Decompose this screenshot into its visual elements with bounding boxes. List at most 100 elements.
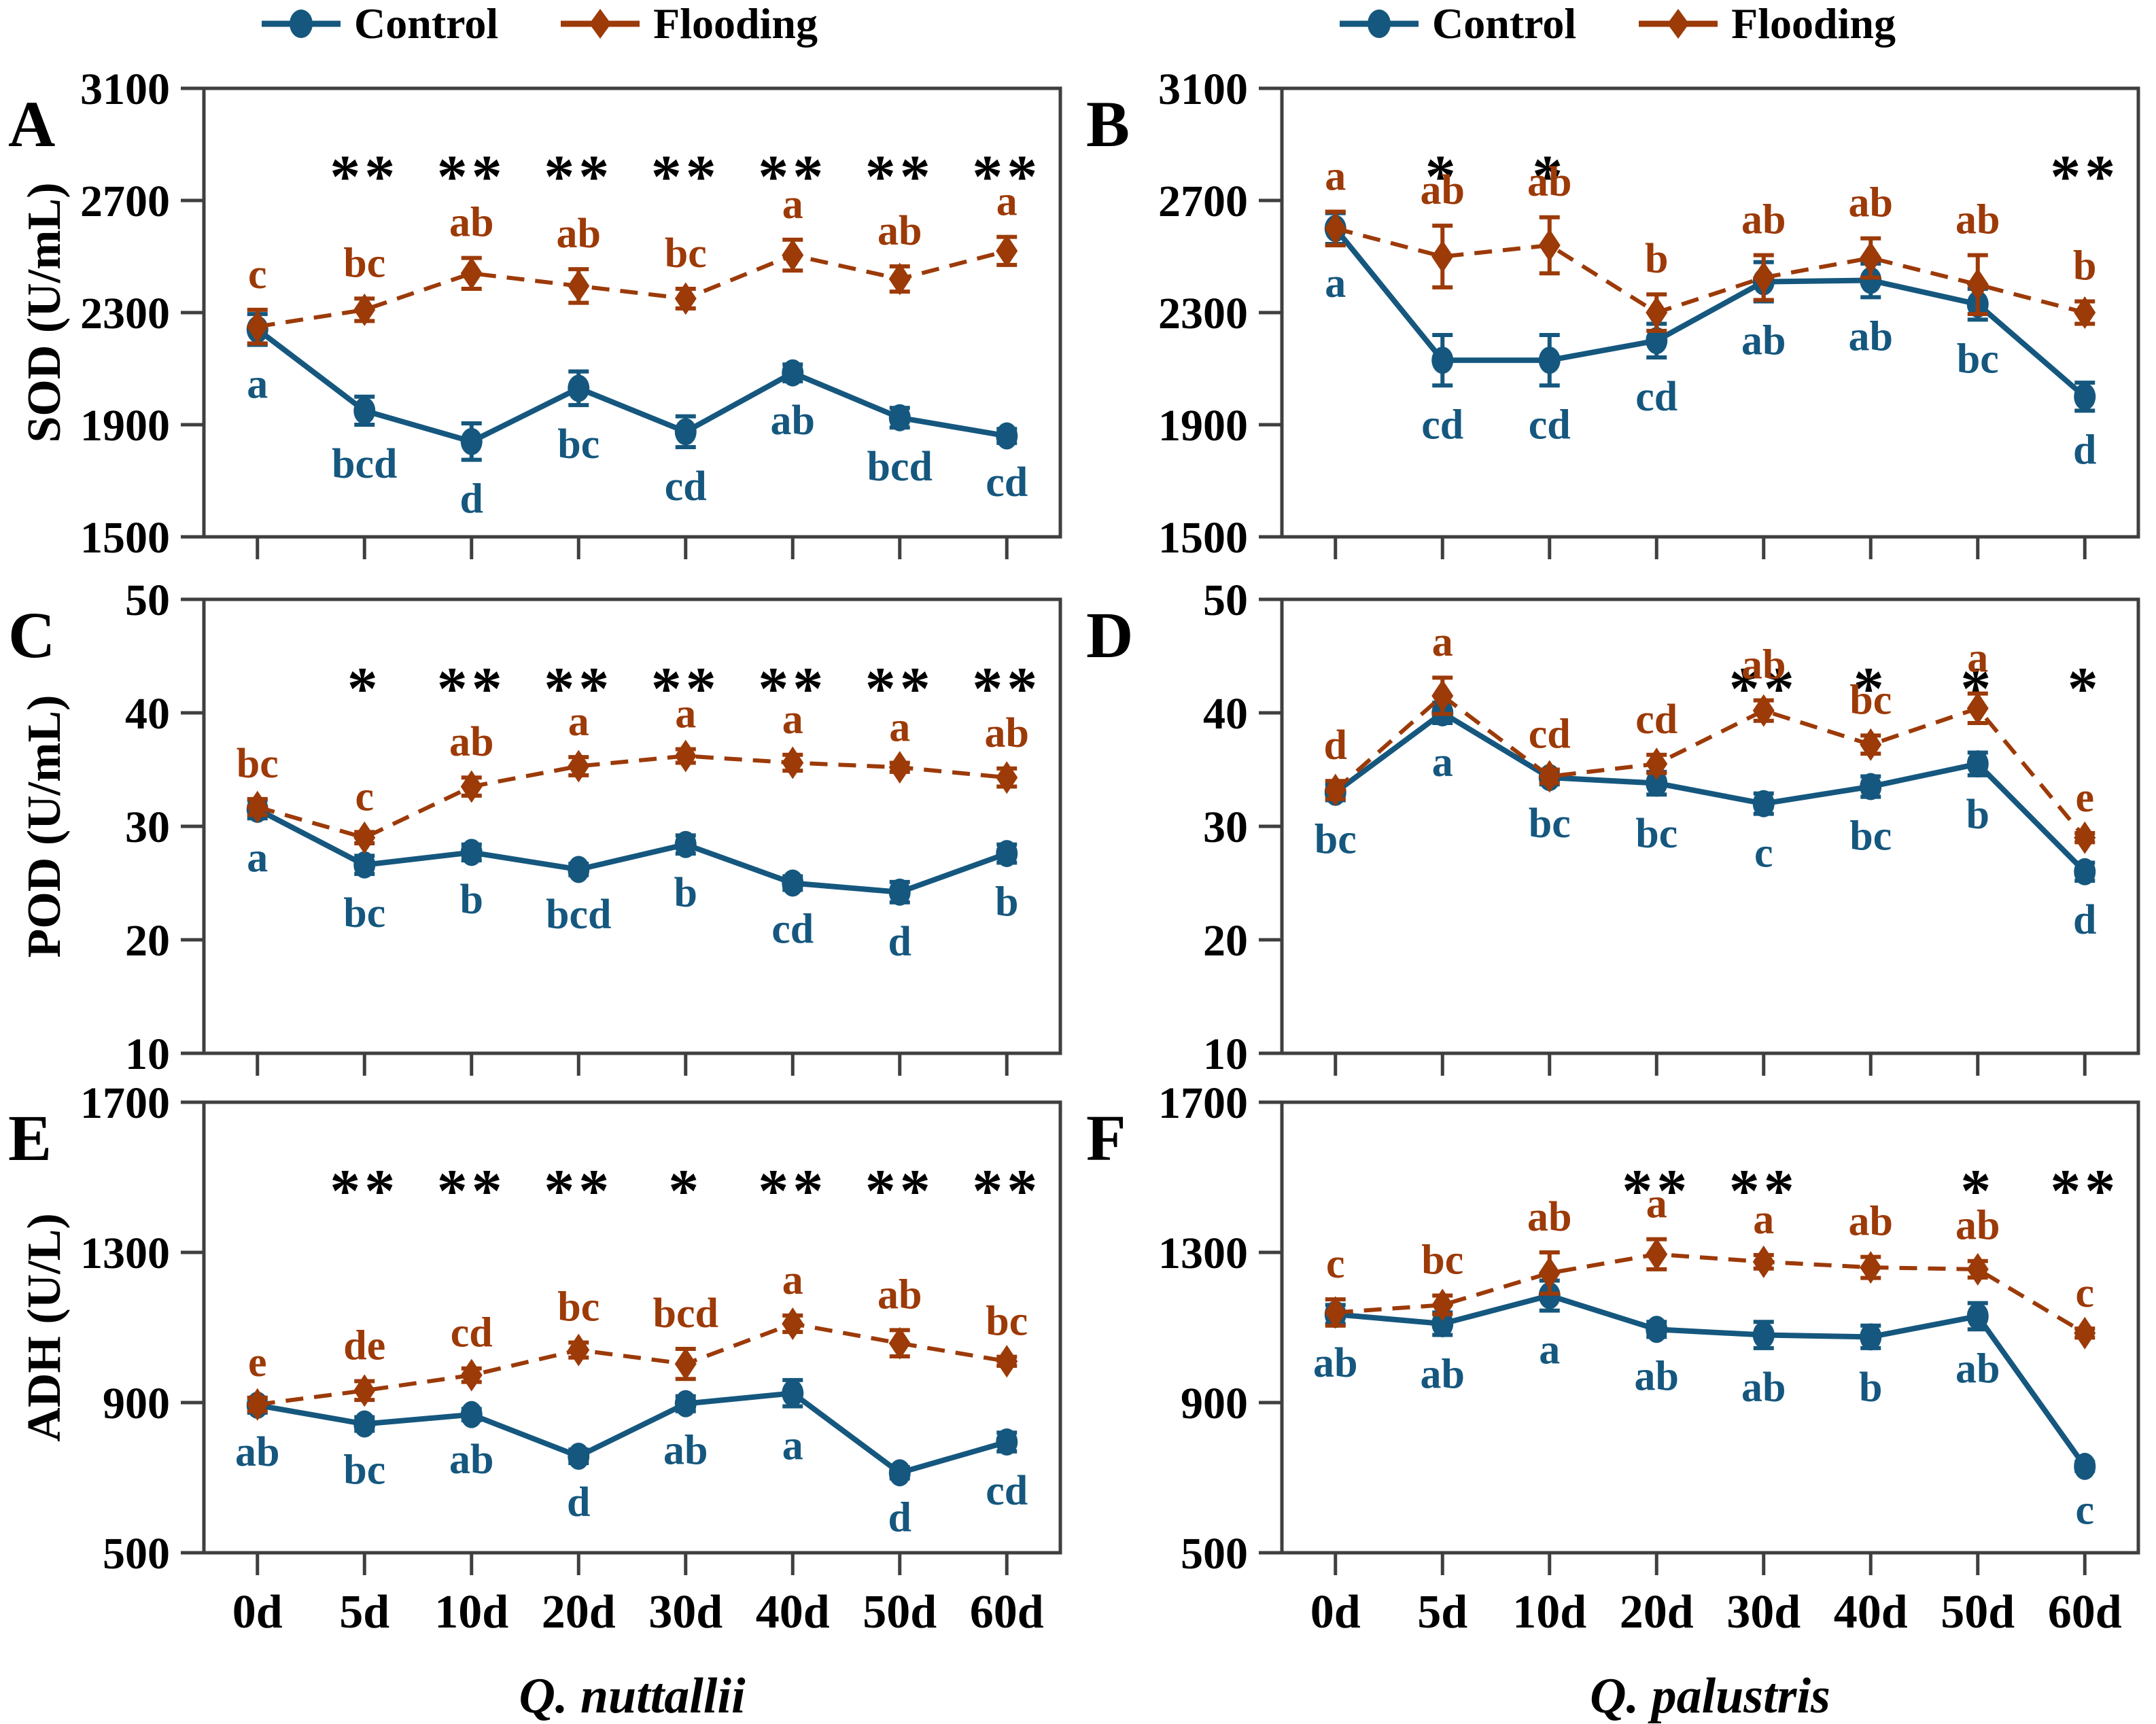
x-tick-label: 5d [339, 1586, 389, 1638]
flooding-line [1335, 1252, 2086, 1335]
significance-stars: * [2068, 656, 2102, 723]
control-point [888, 878, 911, 906]
y-tick-label: 2700 [80, 177, 170, 226]
control-point [353, 1410, 376, 1438]
y-axis-label: SOD (U/mL) [18, 182, 71, 442]
control-point [568, 1443, 590, 1471]
x-tick-label: 40d [1834, 1586, 1908, 1638]
flooding-letter-label: b [2073, 243, 2096, 289]
y-tick-label: 1900 [1158, 401, 1248, 451]
control-point [460, 1401, 483, 1428]
y-axis-label: ADH (U/L) [18, 1213, 71, 1441]
y-tick-label: 2300 [1158, 289, 1248, 338]
significance-stars: * [1532, 143, 1567, 211]
control-point [1646, 1316, 1668, 1343]
x-tick-label: 60d [2048, 1586, 2122, 1638]
flooding-letter-label: cd [1529, 711, 1571, 758]
flooding-letter-label: a [782, 181, 803, 228]
y-tick-label: 40 [125, 689, 170, 739]
significance-stars: ** [865, 143, 935, 211]
control-letter-label: ab [1849, 313, 1893, 359]
flooding-letter-label: ab [557, 211, 601, 257]
control-letter-label: bc [1529, 801, 1571, 847]
control-line [257, 1390, 1008, 1476]
significance-stars: ** [1622, 1158, 1691, 1225]
significance-stars: ** [651, 656, 720, 723]
control-letter-label: c [2075, 1488, 2094, 1534]
control-letter-label: ab [1635, 1353, 1679, 1399]
flooding-point [1324, 773, 1346, 807]
control-point [888, 404, 911, 432]
control-letter-label: cd [986, 459, 1028, 506]
x-tick-label: 5d [1417, 1586, 1467, 1638]
control-letter-label: d [460, 476, 483, 523]
y-tick-label: 900 [1181, 1379, 1248, 1428]
flooding-letter-label: a [1325, 154, 1346, 200]
x-axis-species-label: Q. nuttallii [519, 1668, 746, 1724]
control-letter-label: c [1754, 830, 1773, 877]
control-line [1333, 226, 2087, 399]
flooding-point [1646, 747, 1668, 781]
flooding-point [782, 1307, 804, 1340]
legend-label-flooding: Flooding [653, 0, 818, 48]
flooding-point [1860, 728, 1882, 761]
flooding-letter-label: a [1646, 1181, 1667, 1227]
control-letter-label: ab [449, 1437, 493, 1483]
flooding-point [782, 746, 804, 779]
control-letter-label: bc [1957, 336, 1999, 382]
y-tick-label: 1500 [80, 513, 170, 563]
control-letter-label: ab [1313, 1340, 1357, 1386]
control-point [674, 418, 697, 446]
flooding-point [1752, 694, 1775, 727]
flooding-point [246, 310, 268, 343]
panel-letter: B [1086, 88, 1130, 160]
flooding-letter-label: b [1645, 236, 1668, 282]
significance-stars: ** [865, 656, 935, 723]
control-line [256, 327, 1007, 445]
significance-stars: ** [972, 656, 1041, 723]
y-tick-label: 20 [125, 916, 170, 966]
control-letter-label: cd [665, 463, 707, 510]
flooding-point [1646, 1237, 1668, 1271]
control-letter-label: bc [1849, 813, 1892, 860]
significance-stars: ** [1729, 1158, 1798, 1225]
control-point [353, 851, 376, 879]
flooding-point [460, 1358, 483, 1392]
flooding-point [888, 751, 911, 784]
control-point [782, 359, 804, 387]
y-tick-label: 50 [1203, 584, 1248, 625]
x-tick-label: 20d [1620, 1586, 1694, 1638]
flooding-point [460, 770, 483, 803]
flooding-point [996, 1345, 1018, 1378]
control-letter-label: b [460, 877, 483, 923]
control-letter-label: b [1966, 792, 1989, 838]
flooding-letter-label: bc [343, 240, 385, 286]
control-letter-label: bc [557, 421, 599, 468]
flooding-line [256, 754, 1007, 840]
circle-icon [1340, 10, 1419, 38]
flooding-point [1324, 212, 1346, 245]
significance-stars: ** [758, 656, 827, 723]
control-point [782, 869, 804, 897]
control-letter-label: d [567, 1479, 590, 1526]
flooding-letter-label: a [1432, 619, 1453, 665]
flooding-letter-label: ab [1741, 196, 1786, 243]
control-letter-label: bc [343, 890, 385, 936]
significance-stars: ** [437, 1158, 506, 1225]
control-letter-label: a [247, 834, 268, 881]
flooding-letter-label: e [2075, 775, 2094, 821]
flooding-letter-label: bc [1849, 677, 1892, 723]
control-point [1646, 327, 1668, 355]
control-point [1860, 266, 1882, 294]
flooding-point [1752, 1245, 1775, 1278]
control-point [568, 856, 590, 883]
significance-stars: * [347, 656, 382, 723]
control-letter-label: bc [1315, 817, 1357, 863]
x-axis-species-label: Q. palustris [1590, 1668, 1830, 1724]
legend-item-flooding: Flooding [559, 0, 818, 49]
control-letter-label: ab [235, 1429, 279, 1475]
